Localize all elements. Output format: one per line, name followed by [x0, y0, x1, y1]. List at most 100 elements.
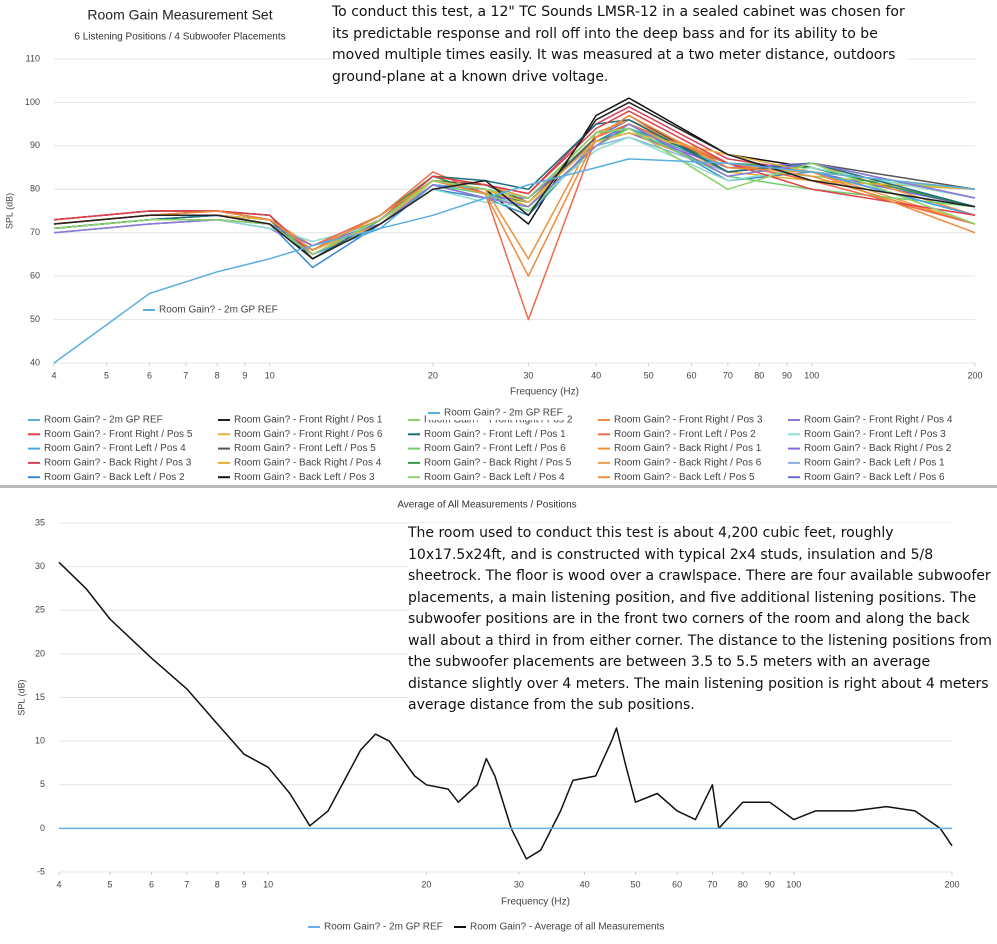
legend-label: Room Gain? - Front Left / Pos 4	[44, 443, 186, 454]
x-tick-label: 4	[56, 879, 61, 889]
x-tick-label: 30	[514, 879, 524, 889]
legend-label: Room Gain? - Back Right / Pos 1	[614, 443, 762, 454]
legend-label: Room Gain? - Front Left / Pos 2	[614, 429, 756, 440]
x-tick-label: 90	[782, 370, 792, 380]
y-tick-label: 25	[35, 605, 45, 615]
chart-subtitle: Average of All Measurements / Positions	[397, 500, 576, 511]
separator	[0, 485, 997, 488]
y-axis-label: SPL (dB)	[4, 193, 14, 229]
y-tick-label: 40	[30, 357, 40, 367]
y-tick-label: 0	[40, 823, 45, 833]
legend-label: Room Gain? - Front Left / Pos 6	[424, 443, 566, 454]
x-tick-label: 6	[147, 370, 152, 380]
annotation-bg	[426, 406, 566, 420]
legend-label: Room Gain? - Front Right / Pos 1	[234, 415, 383, 426]
annotation-bg	[141, 303, 281, 317]
legend-label: Room Gain? - Front Right / Pos 3	[614, 415, 763, 426]
series-line	[58, 561, 953, 860]
legend-label: Room Gain? - Front Left / Pos 3	[804, 429, 946, 440]
x-tick-label: 60	[672, 879, 682, 889]
legend-label: Room Gain? - Back Right / Pos 6	[614, 458, 762, 469]
series-line	[53, 114, 976, 251]
x-tick-label: 20	[428, 370, 438, 380]
legend-label: Room Gain? - Back Right / Pos 2	[804, 443, 952, 454]
legend-label: Room Gain? - Back Left / Pos 4	[424, 472, 565, 483]
legend-label: Room Gain? - Front Right / Pos 5	[44, 429, 193, 440]
x-tick-label: 200	[967, 370, 982, 380]
x-tick-label: 20	[421, 879, 431, 889]
legend-label: Room Gain? - Front Right / Pos 6	[234, 429, 383, 440]
x-tick-label: 40	[591, 370, 601, 380]
x-axis-label: Frequency (Hz)	[501, 897, 570, 908]
x-tick-label: 70	[707, 879, 717, 889]
y-tick-label: 30	[35, 561, 45, 571]
annotation: Room Gain? - 2m GP REF	[159, 305, 278, 316]
y-tick-label: 100	[25, 97, 40, 107]
legend-label: Room Gain? - Average of all Measurements	[470, 922, 664, 933]
x-tick-label: 7	[184, 879, 189, 889]
legend-label: Room Gain? - 2m GP REF	[324, 922, 443, 933]
x-tick-label: 8	[215, 879, 220, 889]
legend-label: Room Gain? - Back Right / Pos 5	[424, 458, 572, 469]
y-tick-label: 80	[30, 184, 40, 194]
x-tick-label: 50	[631, 879, 641, 889]
x-tick-label: 7	[183, 370, 188, 380]
y-axis-label: SPL (dB)	[16, 679, 26, 715]
y-tick-label: 90	[30, 140, 40, 150]
legend-label: Room Gain? - Back Left / Pos 5	[614, 472, 755, 483]
x-axis-label: Frequency (Hz)	[510, 387, 579, 398]
x-tick-label: 6	[149, 879, 154, 889]
y-tick-label: 10	[35, 736, 45, 746]
x-tick-label: 30	[523, 370, 533, 380]
y-tick-label: 110	[26, 53, 40, 63]
y-tick-label: 5	[40, 779, 45, 789]
annotation: Room Gain? - 2m GP REF	[444, 408, 563, 419]
legend-label: Room Gain? - Front Left / Pos 5	[234, 443, 376, 454]
x-tick-label: 100	[786, 879, 801, 889]
x-tick-label: 40	[580, 879, 590, 889]
x-tick-label: 10	[263, 879, 273, 889]
x-tick-label: 10	[265, 370, 275, 380]
series-line	[53, 119, 976, 247]
y-tick-label: 35	[35, 517, 45, 527]
legend-label: Room Gain? - Front Left / Pos 1	[424, 429, 566, 440]
note: The room used to conduct this test is ab…	[408, 523, 997, 717]
y-tick-label: 60	[30, 271, 40, 281]
x-tick-label: 50	[644, 370, 654, 380]
legend-label: Room Gain? - Back Left / Pos 3	[234, 472, 375, 483]
legend-label: Room Gain? - Front Right / Pos 2	[424, 415, 573, 426]
x-tick-label: 9	[242, 370, 247, 380]
x-tick-label: 60	[687, 370, 697, 380]
x-tick-label: 8	[215, 370, 220, 380]
legend-label: Room Gain? - Back Left / Pos 6	[804, 472, 945, 483]
x-tick-label: 70	[723, 370, 733, 380]
series-line	[53, 101, 976, 260]
legend-label: Room Gain? - Back Right / Pos 4	[234, 458, 382, 469]
chart-subtitle: 6 Listening Positions / 4 Subwoofer Plac…	[74, 32, 285, 43]
y-tick-label: 50	[30, 314, 40, 324]
legend-label: Room Gain? - Back Right / Pos 3	[44, 458, 192, 469]
x-tick-label: 80	[754, 370, 764, 380]
note: To conduct this test, a 12" TC Sounds LM…	[332, 2, 907, 88]
x-tick-label: 9	[242, 879, 247, 889]
y-tick-label: 20	[35, 648, 45, 658]
x-tick-label: 5	[107, 879, 112, 889]
y-tick-label: -5	[37, 866, 45, 876]
y-tick-label: 70	[30, 227, 40, 237]
legend-label: Room Gain? - Front Right / Pos 4	[804, 415, 953, 426]
legend-label: Room Gain? - 2m GP REF	[44, 415, 163, 426]
x-tick-label: 4	[51, 370, 56, 380]
x-tick-label: 100	[804, 370, 819, 380]
series-line	[53, 158, 976, 364]
legend-label: Room Gain? - Back Left / Pos 1	[804, 458, 945, 469]
x-tick-label: 200	[944, 879, 959, 889]
chart-title: Room Gain Measurement Set	[87, 7, 272, 23]
series-line	[53, 114, 976, 277]
x-tick-label: 5	[104, 370, 109, 380]
legend-label: Room Gain? - Back Left / Pos 2	[44, 472, 185, 483]
x-tick-label: 80	[738, 879, 748, 889]
y-tick-label: 15	[35, 692, 45, 702]
x-tick-label: 90	[765, 879, 775, 889]
